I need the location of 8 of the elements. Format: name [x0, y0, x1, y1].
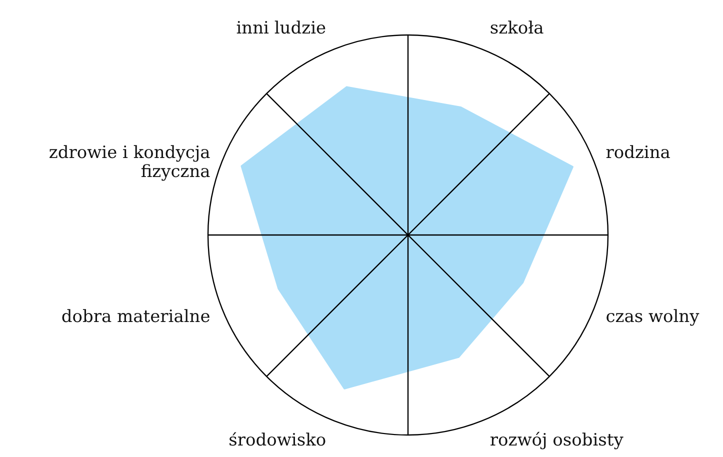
spoke-label: rozwój osobisty [490, 430, 624, 451]
spoke-label: rodzina [606, 143, 670, 164]
spoke-label: zdrowie i kondycja fizyczna [48, 143, 210, 182]
spoke-label: szkoła [490, 18, 544, 38]
spoke-label: środowisko [228, 430, 326, 451]
spoke-label: dobra materialne [61, 306, 210, 327]
spoke-label: czas wolny [606, 306, 700, 327]
spoke-label: inni ludzie [236, 18, 326, 38]
